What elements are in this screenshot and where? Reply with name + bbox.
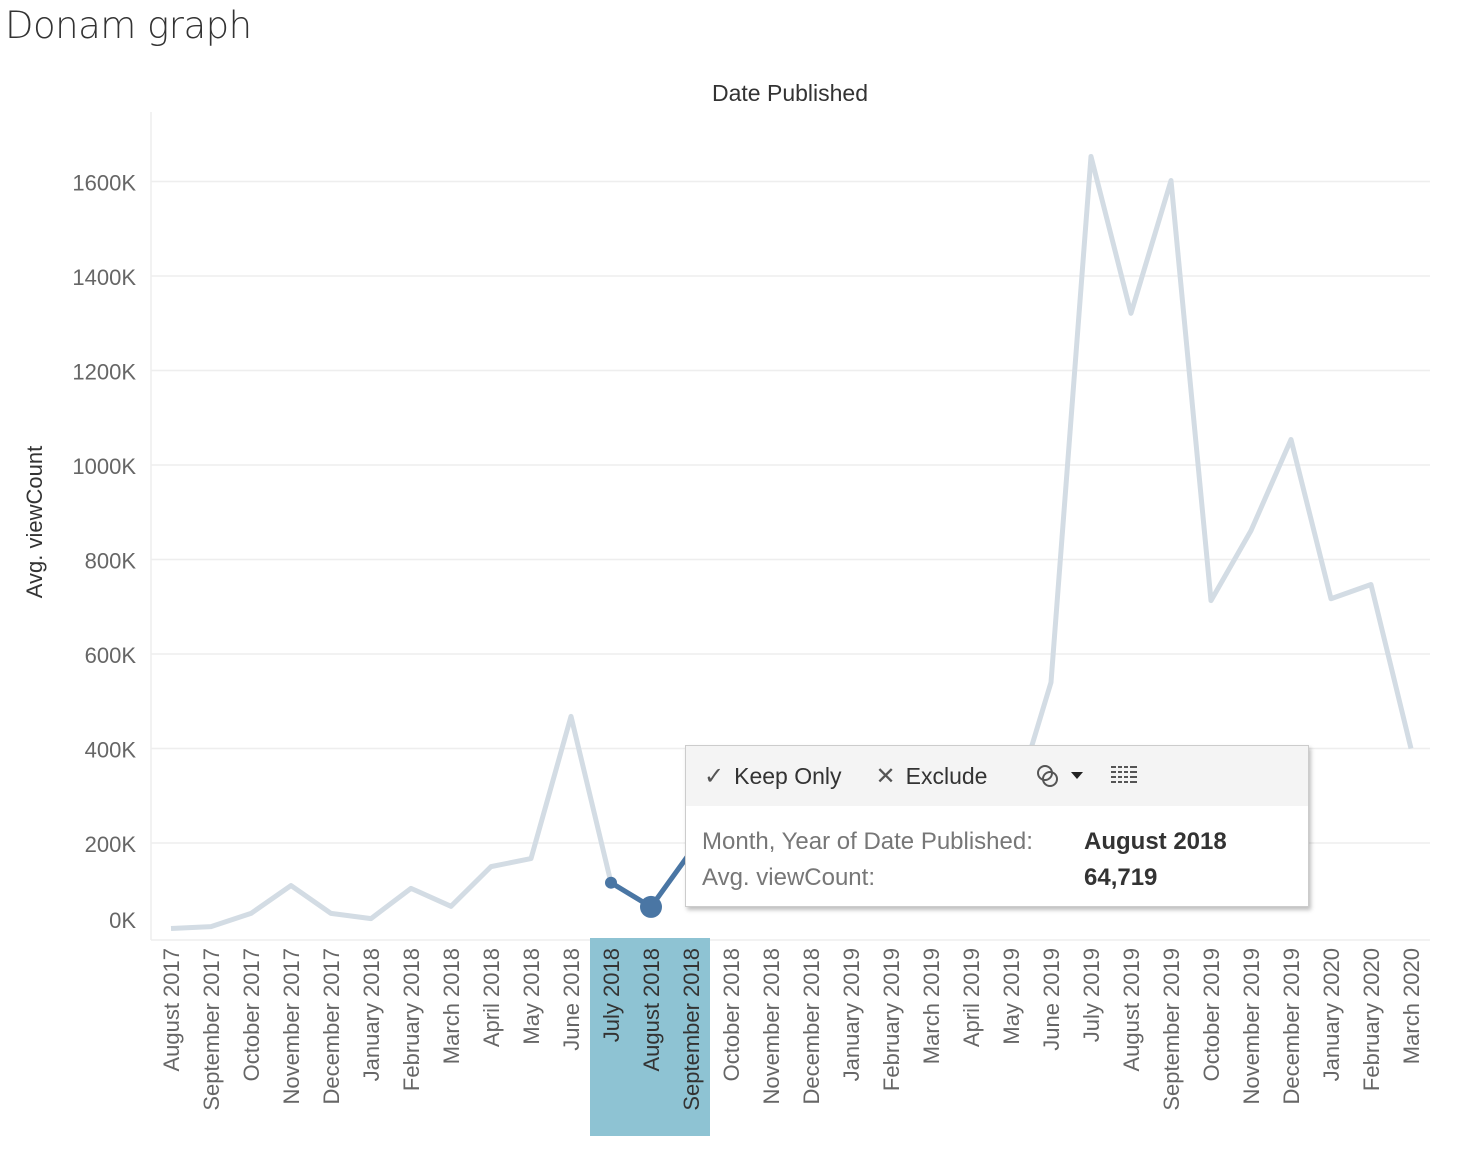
x-tick-label[interactable]: February 2019 [879,948,904,1091]
y-tick-label: 200K [85,832,137,857]
x-tick-label[interactable]: April 2018 [479,948,504,1047]
data-point[interactable] [1288,436,1294,442]
x-tick-label[interactable]: September 2017 [199,948,224,1111]
x-tick-label[interactable]: August 2018 [639,948,664,1072]
y-tick-label: 1200K [72,360,136,385]
y-tick-label: 800K [85,549,137,574]
tooltip-avg-value: 64,719 [1084,864,1158,891]
data-point[interactable] [1168,178,1174,184]
view-data-button[interactable] [1111,765,1138,787]
x-tick-label[interactable]: January 2020 [1319,948,1344,1081]
x-tick-label[interactable]: November 2018 [759,948,784,1105]
data-point[interactable] [1248,528,1254,534]
x-tick-label[interactable]: March 2019 [919,948,944,1064]
table-icon [1111,765,1138,785]
data-point[interactable] [605,876,617,889]
tooltip-month-value: August 2018 [1084,828,1227,855]
x-tick-label[interactable]: February 2018 [399,948,424,1091]
data-point[interactable] [288,883,294,889]
x-tick-label[interactable]: October 2017 [239,948,264,1081]
data-point[interactable] [1128,310,1134,316]
data-point[interactable] [568,713,574,719]
y-tick-label: 1400K [72,265,136,290]
y-axis-label: Avg. viewCount [22,446,47,598]
exclude-button[interactable]: ✕ Exclude [876,762,988,791]
data-point[interactable] [168,926,174,932]
y-tick-label: 1600K [72,171,136,196]
x-tick-label[interactable]: July 2018 [599,948,624,1042]
data-point[interactable] [408,885,414,891]
selected-axis-band [590,938,710,1136]
chart-title: Date Published [712,80,868,106]
y-tick-label: 0K [109,908,136,933]
x-tick-label[interactable]: May 2018 [519,948,544,1045]
tooltip: ✓ Keep Only ✕ Exclude Month, Year of Dat… [685,745,1309,907]
check-icon: ✓ [704,762,725,790]
x-tick-label[interactable]: November 2017 [279,948,304,1105]
x-tick-label[interactable]: October 2019 [1199,948,1224,1081]
tooltip-toolbar: ✓ Keep Only ✕ Exclude [686,746,1308,806]
x-tick-label[interactable]: September 2019 [1159,948,1184,1111]
dashboard-title: Donam graph [5,4,252,47]
exclude-label: Exclude [905,762,988,789]
x-tick-label[interactable]: December 2017 [319,948,344,1105]
data-point[interactable] [448,903,454,909]
data-point[interactable] [1408,746,1414,752]
data-point[interactable] [528,856,534,862]
x-tick-label[interactable]: August 2017 [159,948,184,1072]
data-point[interactable] [1368,582,1374,588]
group-icon [1037,765,1084,787]
x-tick-label[interactable]: April 2019 [959,948,984,1047]
x-tick-label[interactable]: July 2019 [1079,948,1104,1042]
y-tick-label: 1000K [72,454,136,479]
data-point[interactable] [1088,153,1094,159]
data-point[interactable] [1048,679,1054,685]
tooltip-month-label: Month, Year of Date Published: [702,828,1033,855]
x-tick-label[interactable]: January 2018 [359,948,384,1081]
x-tick-label[interactable]: March 2020 [1399,948,1424,1064]
y-tick-label: 400K [85,738,137,763]
x-tick-label[interactable]: August 2019 [1119,948,1144,1072]
data-point[interactable] [488,864,494,870]
x-tick-label[interactable]: November 2019 [1239,948,1264,1105]
x-tick-label[interactable]: September 2018 [679,948,704,1111]
data-point[interactable] [1208,598,1214,604]
x-tick-label[interactable]: March 2018 [439,948,464,1064]
keep-only-label: Keep Only [734,762,842,789]
x-tick-label[interactable]: June 2019 [1039,948,1064,1051]
data-point[interactable] [1328,596,1334,602]
data-point[interactable] [328,910,334,916]
data-point[interactable] [208,924,214,930]
data-point[interactable] [640,895,662,918]
x-tick-label[interactable]: December 2018 [799,948,824,1105]
x-tick-label[interactable]: June 2018 [559,948,584,1051]
keep-only-button[interactable]: ✓ Keep Only [704,762,842,791]
tooltip-avg-label: Avg. viewCount: [702,864,875,891]
y-tick-label: 600K [85,643,137,668]
x-tick-label[interactable]: December 2019 [1279,948,1304,1105]
x-tick-label[interactable]: October 2018 [719,948,744,1081]
x-icon: ✕ [875,762,896,790]
x-tick-label[interactable]: February 2020 [1359,948,1384,1091]
x-tick-label[interactable]: January 2019 [839,948,864,1081]
group-members-button[interactable] [1035,763,1087,789]
x-tick-label[interactable]: May 2019 [999,948,1024,1045]
data-point[interactable] [368,916,374,922]
data-point[interactable] [248,910,254,916]
